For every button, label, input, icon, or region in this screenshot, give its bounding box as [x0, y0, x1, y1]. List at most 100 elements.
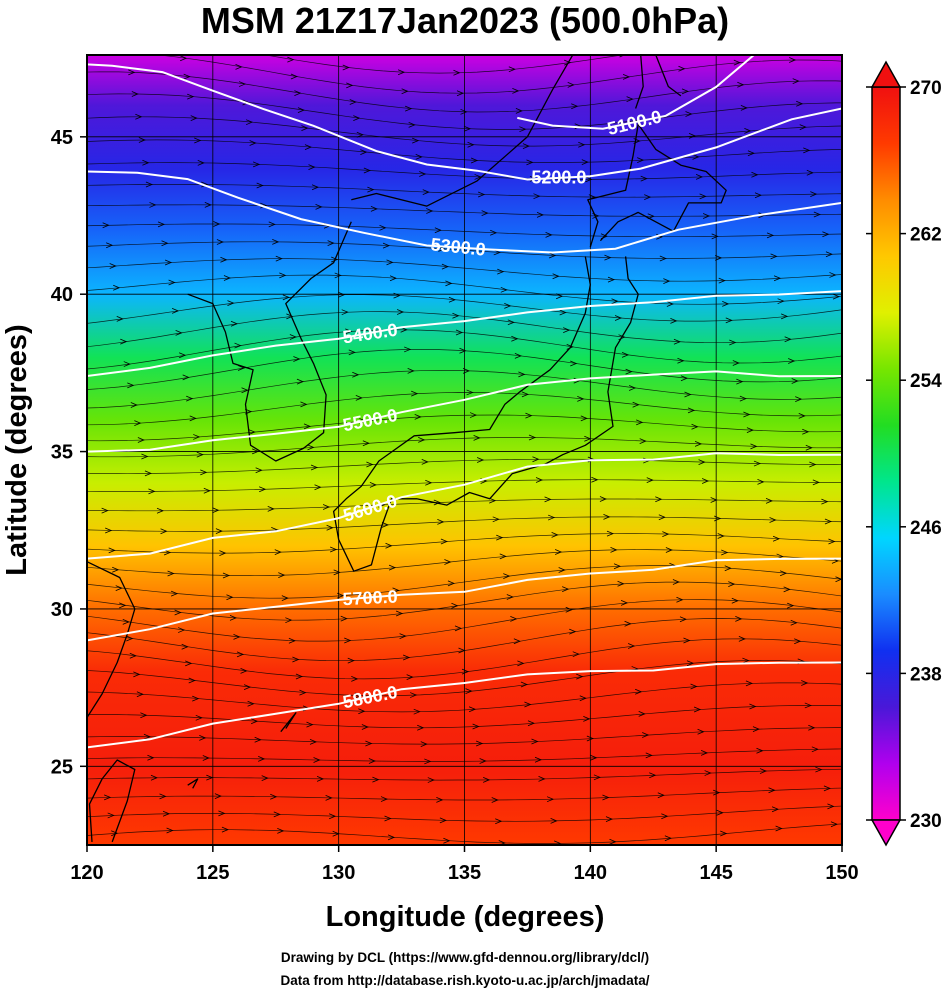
streamline-arrow [445, 280, 453, 287]
colorbar-tick-label: 246 [910, 518, 942, 539]
streamline-arrow [115, 585, 123, 591]
streamline-arrow [721, 549, 729, 556]
streamline-arrow [333, 569, 341, 576]
streamline-arrow [272, 239, 280, 245]
streamline-arrow [286, 313, 294, 320]
streamline-arrow [142, 159, 150, 166]
streamline-arrow [147, 754, 155, 761]
y-tick-label: 45 [51, 127, 73, 149]
streamline-arrow [353, 115, 361, 122]
streamline-arrow [636, 419, 644, 426]
x-tick-label: 125 [196, 862, 229, 884]
streamline [87, 565, 842, 599]
streamline-arrow [408, 121, 416, 128]
streamline-arrow [355, 395, 363, 401]
streamline-arrow [411, 390, 419, 397]
streamline-arrow [510, 616, 518, 622]
streamline [87, 458, 842, 474]
streamline-arrow [772, 535, 781, 542]
streamline-arrow [174, 609, 182, 616]
height-contour [87, 370, 842, 453]
streamline-arrow [687, 407, 696, 414]
x-tick-label: 135 [448, 862, 481, 884]
streamline-arrow [786, 38, 792, 43]
streamline-arrow [170, 590, 179, 597]
streamline-arrow [577, 396, 585, 402]
streamline-arrow [240, 668, 248, 674]
height-contour [517, 55, 755, 130]
streamline-arrow [476, 457, 485, 463]
streamline-arrow [254, 736, 262, 743]
streamline-arrow [106, 242, 114, 249]
streamline-arrow [710, 497, 718, 503]
footer-data-source: Data from http://database.rish.kyoto-u.a… [280, 973, 649, 988]
streamline [87, 437, 842, 458]
streamline-arrow [178, 352, 187, 359]
streamline-arrow [475, 740, 484, 747]
streamline-arrow [613, 563, 622, 570]
streamline-arrow [784, 336, 792, 343]
colorbar: 230 238 246 254 262 270 [866, 60, 942, 847]
streamline-arrow [490, 229, 498, 236]
streamline-arrow [744, 128, 752, 134]
streamline-arrow [171, 307, 180, 314]
streamline-arrow [824, 518, 832, 525]
streamline-arrow [792, 78, 800, 85]
streamline-arrow [137, 437, 145, 443]
streamline-arrow [341, 309, 349, 316]
streamline-arrow [470, 157, 479, 164]
streamline-arrow [288, 637, 296, 644]
streamline-arrow [562, 586, 570, 592]
streamline-arrow [349, 99, 357, 105]
y-tick-label: 35 [51, 442, 73, 464]
streamline-arrow [434, 227, 442, 234]
streamline [87, 258, 842, 282]
y-axis-label: Latitude (degrees) [1, 324, 33, 575]
streamline-arrow [692, 153, 700, 160]
streamline-arrow [448, 296, 456, 303]
streamline-arrow [130, 402, 138, 408]
coastline [655, 55, 682, 97]
streamline-arrow [404, 105, 413, 112]
streamline [87, 294, 842, 324]
streamline-arrow [620, 600, 629, 606]
streamline-arrow [424, 758, 432, 765]
streamline [87, 139, 842, 163]
streamline-arrow [624, 620, 632, 627]
streamline-arrow [256, 182, 264, 189]
streamline-arrow [221, 826, 229, 833]
streamline-arrow [756, 747, 764, 754]
streamline-arrow [794, 638, 802, 645]
streamline-arrow [799, 124, 807, 131]
streamline-arrow [338, 291, 346, 298]
streamline-arrow [433, 499, 441, 506]
streamline-arrow [337, 592, 345, 599]
streamline-arrow [771, 806, 780, 813]
streamline-arrow [737, 81, 745, 88]
streamline-arrow [580, 415, 588, 422]
streamline-arrow [742, 657, 750, 664]
streamline-arrow [607, 276, 616, 283]
streamline-arrow [716, 809, 724, 816]
streamline-arrow [606, 530, 615, 537]
streamline-arrow [790, 619, 798, 626]
streamline-arrow [301, 125, 309, 131]
x-tick-label: 145 [699, 862, 732, 884]
streamline-arrow [166, 827, 174, 834]
streamline-arrow [384, 815, 392, 822]
streamline-arrow [735, 616, 743, 622]
streamline-arrow [621, 352, 630, 358]
streamline [87, 370, 842, 409]
streamline-arrow [720, 830, 728, 837]
contour-label: 5200.0 [531, 168, 586, 188]
streamline [87, 184, 842, 198]
streamline-arrow [599, 496, 607, 502]
streamline-arrow [105, 527, 113, 534]
streamline-arrow [666, 301, 674, 307]
y-axis: 25 30 35 40 45 [51, 127, 87, 778]
streamline-arrow [133, 671, 141, 678]
streamline-arrow [602, 794, 610, 801]
streamline-arrow [109, 263, 117, 269]
grid-lines [87, 55, 842, 845]
streamline-arrow [815, 766, 823, 773]
